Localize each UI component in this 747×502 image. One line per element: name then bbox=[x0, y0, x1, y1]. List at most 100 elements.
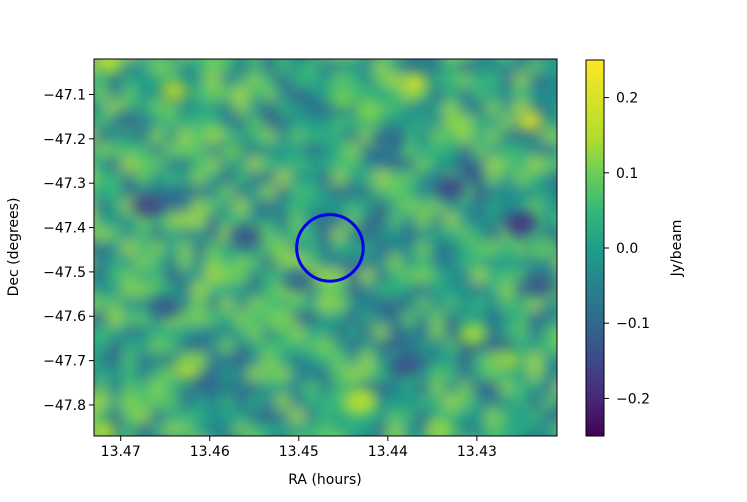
noise-cell bbox=[430, 339, 445, 354]
y-tick-label: −47.1 bbox=[43, 87, 86, 103]
noise-cell bbox=[248, 297, 263, 312]
noise-cell bbox=[528, 157, 543, 172]
noise-cell bbox=[94, 73, 95, 88]
noise-cell bbox=[416, 227, 431, 242]
noise-cell bbox=[388, 297, 403, 312]
x-tick-label: 13.46 bbox=[190, 444, 230, 460]
noise-cell bbox=[164, 171, 179, 186]
noise-cell bbox=[164, 115, 179, 130]
noise-cell bbox=[220, 213, 235, 228]
noise-cell bbox=[234, 437, 249, 452]
noise-cell bbox=[570, 185, 585, 200]
noise-cell bbox=[556, 297, 557, 312]
noise-cell bbox=[360, 199, 375, 214]
noise-cell bbox=[178, 213, 193, 228]
noise-cell bbox=[374, 171, 389, 186]
noise-cell bbox=[458, 311, 473, 326]
noise-cell bbox=[542, 185, 557, 200]
noise-cell bbox=[178, 325, 193, 340]
noise-cell bbox=[472, 143, 487, 158]
noise-cell bbox=[178, 269, 193, 284]
noise-cell bbox=[458, 143, 473, 158]
noise-cell bbox=[416, 269, 431, 284]
noise-cell bbox=[192, 199, 207, 214]
noise-cell bbox=[304, 255, 319, 270]
noise-cell bbox=[570, 73, 585, 88]
noise-cell bbox=[416, 143, 431, 158]
noise-cell bbox=[528, 199, 543, 214]
noise-cell bbox=[290, 381, 305, 396]
noise-cell bbox=[262, 409, 277, 424]
noise-cell bbox=[542, 395, 557, 410]
noise-cell bbox=[108, 255, 123, 270]
noise-cell bbox=[332, 311, 347, 326]
noise-cell bbox=[402, 101, 417, 116]
noise-cell bbox=[108, 311, 123, 326]
noise-cell bbox=[346, 241, 361, 256]
noise-cell bbox=[570, 395, 585, 410]
noise-cell bbox=[500, 381, 515, 396]
noise-cell bbox=[430, 437, 445, 452]
noise-cell bbox=[150, 59, 165, 60]
noise-cell bbox=[94, 199, 109, 214]
noise-cell bbox=[430, 59, 445, 60]
noise-cell bbox=[122, 73, 137, 88]
noise-cell bbox=[416, 59, 431, 74]
noise-cell bbox=[136, 311, 151, 326]
noise-cell bbox=[500, 73, 515, 88]
noise-cell bbox=[458, 269, 473, 284]
noise-cell bbox=[122, 297, 137, 312]
noise-cell bbox=[248, 129, 263, 144]
noise-cell bbox=[374, 157, 389, 172]
noise-cell bbox=[472, 101, 487, 116]
noise-cell bbox=[486, 423, 501, 436]
noise-cell bbox=[234, 73, 249, 88]
noise-cell bbox=[374, 311, 389, 326]
noise-cell bbox=[542, 143, 557, 158]
noise-cell bbox=[444, 213, 459, 228]
noise-cell bbox=[346, 339, 361, 354]
noise-cell bbox=[542, 87, 557, 102]
noise-cell bbox=[346, 311, 361, 326]
noise-cell bbox=[304, 87, 319, 102]
noise-cell bbox=[570, 143, 585, 158]
noise-cell bbox=[416, 325, 431, 340]
noise-cell bbox=[94, 423, 95, 436]
noise-cell bbox=[444, 353, 459, 368]
noise-cell bbox=[290, 423, 305, 436]
noise-cell bbox=[108, 73, 123, 88]
noise-cell bbox=[486, 129, 501, 144]
noise-cell bbox=[430, 409, 445, 424]
noise-cell bbox=[444, 269, 459, 284]
noise-cell bbox=[304, 381, 319, 396]
noise-cell bbox=[318, 325, 333, 340]
noise-cell bbox=[304, 339, 319, 354]
noise-cell bbox=[542, 381, 557, 396]
noise-cell bbox=[94, 409, 109, 424]
noise-cell bbox=[150, 395, 165, 410]
noise-cell bbox=[248, 171, 263, 186]
noise-cell bbox=[416, 115, 431, 130]
noise-cell bbox=[402, 423, 417, 436]
noise-cell bbox=[430, 367, 445, 382]
noise-cell bbox=[570, 367, 585, 382]
noise-cell bbox=[262, 381, 277, 396]
noise-cell bbox=[276, 255, 291, 270]
noise-cell bbox=[318, 73, 333, 88]
noise-cell bbox=[304, 143, 319, 158]
noise-cell bbox=[192, 143, 207, 158]
noise-cell bbox=[234, 199, 249, 214]
noise-cell bbox=[206, 395, 221, 410]
noise-cell bbox=[150, 241, 165, 256]
noise-cell bbox=[178, 199, 193, 214]
noise-cell bbox=[192, 59, 207, 74]
noise-cell bbox=[122, 311, 137, 326]
noise-cell bbox=[276, 409, 291, 424]
noise-cell bbox=[402, 213, 417, 228]
noise-cell bbox=[416, 59, 431, 60]
noise-cell bbox=[570, 45, 585, 60]
noise-cell bbox=[220, 185, 235, 200]
y-tick-label: −47.7 bbox=[43, 354, 86, 370]
noise-cell bbox=[556, 129, 557, 144]
